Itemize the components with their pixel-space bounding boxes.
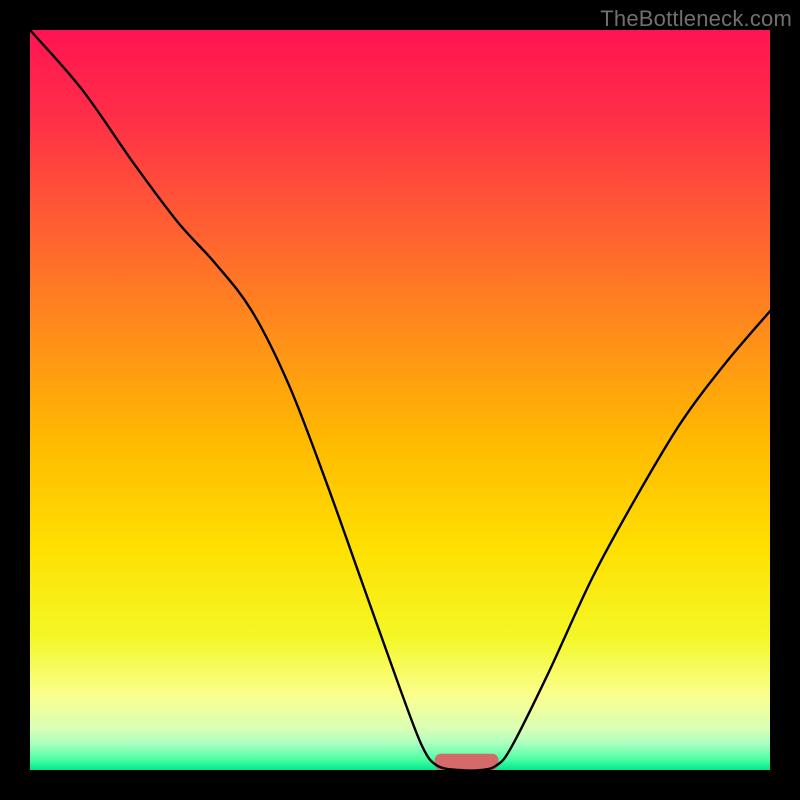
chart-svg <box>30 30 770 770</box>
watermark-text: TheBottleneck.com <box>600 6 792 32</box>
bottleneck-chart <box>30 30 770 770</box>
gradient-background <box>30 30 770 770</box>
